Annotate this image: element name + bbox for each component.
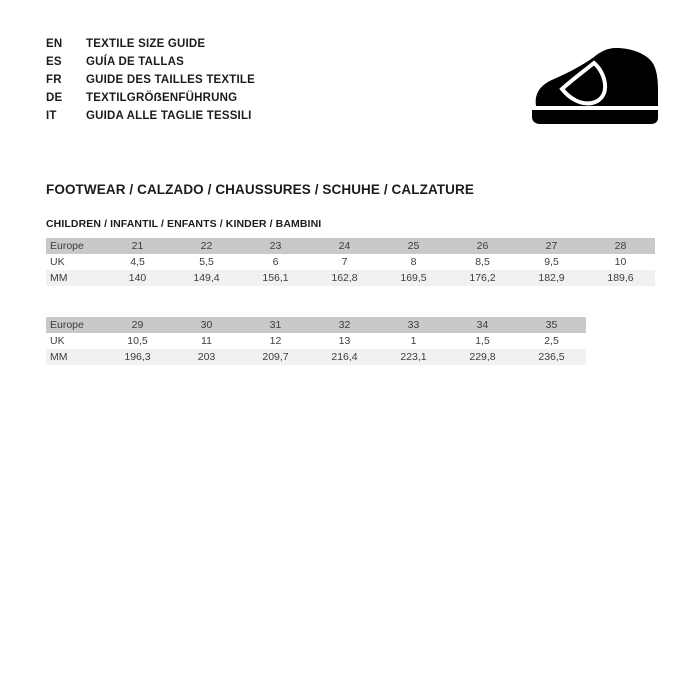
language-title-block: EN TEXTILE SIZE GUIDE ES GUÍA DE TALLAS …: [46, 38, 255, 128]
table-cell: 33: [379, 317, 448, 333]
table-row: UK 10,5 11 12 13 1 1,5 2,5: [46, 333, 655, 349]
table-cell: 229,8: [448, 349, 517, 365]
table-cell: 1: [379, 333, 448, 349]
size-table-children-21-28: Europe 21 22 23 24 25 26 27 28 UK 4,5 5,…: [46, 238, 655, 286]
table-row: UK 4,5 5,5 6 7 8 8,5 9,5 10: [46, 254, 655, 270]
shoe-icon: [532, 48, 658, 124]
table-cell: 30: [172, 317, 241, 333]
table-cell: 149,4: [172, 270, 241, 286]
language-title: TEXTILE SIZE GUIDE: [86, 38, 206, 50]
table-cell: 162,8: [310, 270, 379, 286]
table-cell: 9,5: [517, 254, 586, 270]
page-title: FOOTWEAR / CALZADO / CHAUSSURES / SCHUHE…: [46, 182, 474, 197]
language-code: FR: [46, 74, 62, 86]
language-row: DE TEXTILGRÖẞENFÜHRUNG: [46, 92, 255, 110]
row-label: UK: [46, 254, 103, 270]
table-cell: 236,5: [517, 349, 586, 365]
table-cell: 169,5: [379, 270, 448, 286]
table-cell: 5,5: [172, 254, 241, 270]
table-cell: 25: [379, 238, 448, 254]
table-row: MM 140 149,4 156,1 162,8 169,5 176,2 182…: [46, 270, 655, 286]
table-cell: 2,5: [517, 333, 586, 349]
table-cell: 21: [103, 238, 172, 254]
table-cell: 8,5: [448, 254, 517, 270]
table-cell: 7: [310, 254, 379, 270]
table-cell: 31: [241, 317, 310, 333]
table-cell: 182,9: [517, 270, 586, 286]
table-cell: 4,5: [103, 254, 172, 270]
row-label: UK: [46, 333, 103, 349]
table-cell: 156,1: [241, 270, 310, 286]
table-cell: 27: [517, 238, 586, 254]
language-row: IT GUIDA ALLE TAGLIE TESSILI: [46, 110, 255, 128]
table-row: MM 196,3 203 209,7 216,4 223,1 229,8 236…: [46, 349, 655, 365]
table-cell: 196,3: [103, 349, 172, 365]
language-code: DE: [46, 92, 63, 104]
table-cell: 8: [379, 254, 448, 270]
language-row: FR GUIDE DES TAILLES TEXTILE: [46, 74, 255, 92]
size-table-children-29-35: Europe 29 30 31 32 33 34 35 UK 10,5 11 1…: [46, 317, 655, 365]
table-cell: 13: [310, 333, 379, 349]
table-cell: 209,7: [241, 349, 310, 365]
table-cell: 12: [241, 333, 310, 349]
table-row: Europe 21 22 23 24 25 26 27 28: [46, 238, 655, 254]
page-subtitle: CHILDREN / INFANTIL / ENFANTS / KINDER /…: [46, 218, 322, 230]
table-cell: 11: [172, 333, 241, 349]
table-cell-empty: [586, 317, 655, 333]
table-cell: 176,2: [448, 270, 517, 286]
language-code: ES: [46, 56, 62, 68]
table-cell-empty: [586, 333, 655, 349]
table-cell: 1,5: [448, 333, 517, 349]
table-cell: 203: [172, 349, 241, 365]
table-cell: 28: [586, 238, 655, 254]
table-cell-empty: [586, 349, 655, 365]
table-row: Europe 29 30 31 32 33 34 35: [46, 317, 655, 333]
table-cell: 23: [241, 238, 310, 254]
language-code: EN: [46, 38, 63, 50]
table-cell: 34: [448, 317, 517, 333]
table-cell: 140: [103, 270, 172, 286]
row-label: Europe: [46, 317, 103, 333]
table-cell: 189,6: [586, 270, 655, 286]
table-cell: 6: [241, 254, 310, 270]
language-code: IT: [46, 110, 57, 122]
row-label: Europe: [46, 238, 103, 254]
table-cell: 32: [310, 317, 379, 333]
table-cell: 10,5: [103, 333, 172, 349]
table-cell: 26: [448, 238, 517, 254]
table-cell: 35: [517, 317, 586, 333]
table-cell: 22: [172, 238, 241, 254]
language-title: GUIDE DES TAILLES TEXTILE: [86, 74, 255, 86]
table-cell: 24: [310, 238, 379, 254]
language-title: GUÍA DE TALLAS: [86, 56, 184, 68]
language-title: TEXTILGRÖẞENFÜHRUNG: [86, 92, 238, 104]
row-label: MM: [46, 349, 103, 365]
table-cell: 29: [103, 317, 172, 333]
language-row: EN TEXTILE SIZE GUIDE: [46, 38, 255, 56]
language-row: ES GUÍA DE TALLAS: [46, 56, 255, 74]
table-cell: 216,4: [310, 349, 379, 365]
row-label: MM: [46, 270, 103, 286]
language-title: GUIDA ALLE TAGLIE TESSILI: [86, 110, 252, 122]
table-cell: 10: [586, 254, 655, 270]
table-cell: 223,1: [379, 349, 448, 365]
